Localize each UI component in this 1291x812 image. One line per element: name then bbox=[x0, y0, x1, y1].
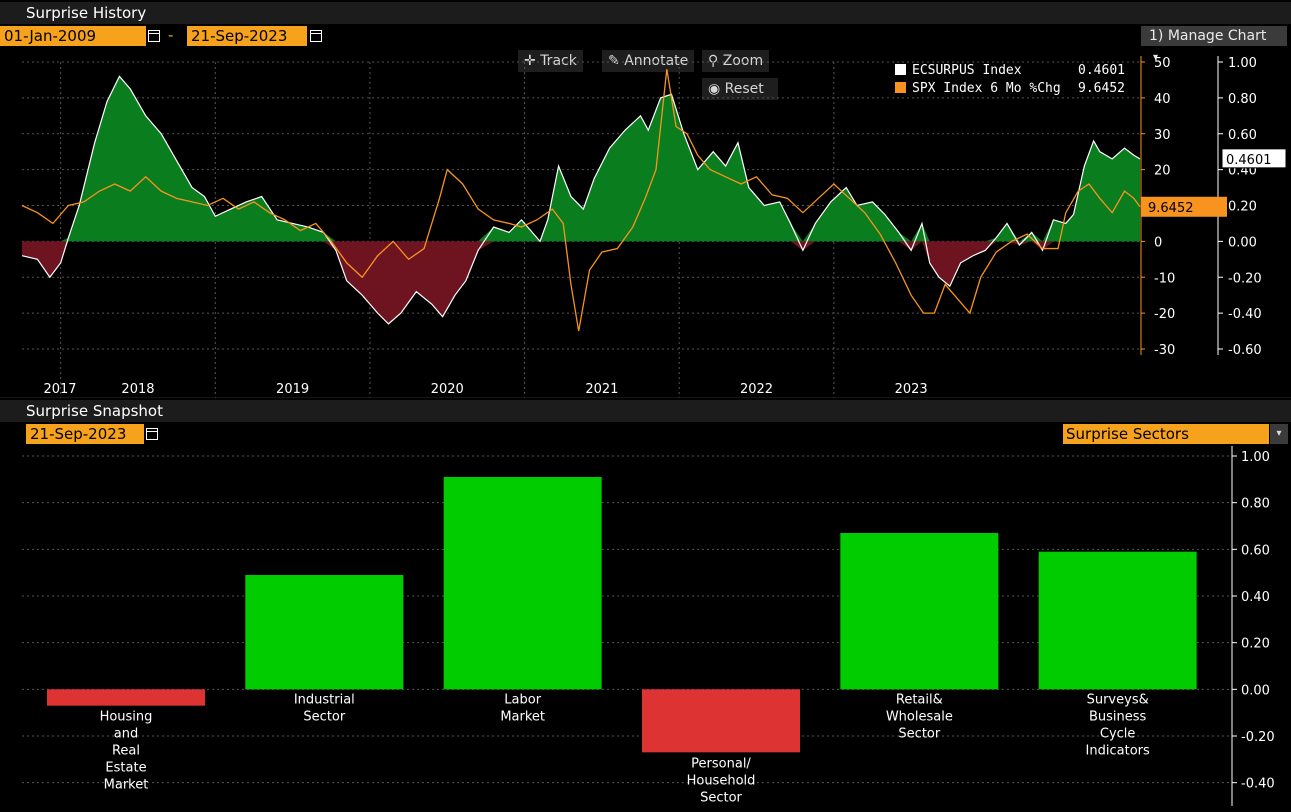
track-button[interactable]: ✛ Track bbox=[518, 50, 583, 72]
surprise-history-chart[interactable]: 50403020100-10-20-301.000.800.600.400.20… bbox=[0, 46, 1291, 398]
spx-last-value: 9.6452 bbox=[1148, 201, 1194, 216]
end-date-field[interactable]: 21-Sep-2023 bbox=[187, 26, 307, 46]
category-label: Retail& Wholesale Sector bbox=[886, 692, 953, 741]
y-axis-label: 0.40 bbox=[1241, 590, 1270, 605]
chart-legend: ECSURPUS Index 0.4601 SPX Index 6 Mo %Ch… bbox=[889, 60, 1135, 100]
right-axis-label: -0.60 bbox=[1228, 343, 1262, 358]
right-axis-label: -0.20 bbox=[1228, 271, 1262, 286]
manage-chart-label: 1) Manage Chart bbox=[1149, 28, 1267, 44]
legend-item-spx[interactable]: SPX Index 6 Mo %Chg 9.6452 bbox=[895, 81, 1131, 97]
magnifier-icon: ⚲ bbox=[708, 53, 719, 69]
legend-swatch-white bbox=[895, 64, 906, 75]
annotate-label: Annotate bbox=[624, 53, 689, 69]
category-label: Labor Market bbox=[500, 692, 545, 724]
y-axis-label: 0.60 bbox=[1241, 543, 1270, 558]
sector-selector[interactable]: Surprise Sectors bbox=[1063, 424, 1269, 444]
legend-value: 9.6452 bbox=[1078, 81, 1125, 96]
chevron-down-icon: ▾ bbox=[1153, 52, 1159, 63]
y-axis-label: 0.20 bbox=[1241, 637, 1270, 652]
left-axis-label: -10 bbox=[1154, 271, 1175, 286]
category-label: Surveys& Business Cycle Indicators bbox=[1086, 692, 1150, 758]
calendar-icon-end[interactable] bbox=[310, 30, 322, 42]
track-label: Track bbox=[540, 53, 577, 69]
crosshair-icon: ✛ bbox=[524, 53, 536, 69]
bar bbox=[642, 689, 800, 753]
ecsurpus-line bbox=[21, 75, 1141, 325]
x-axis-label: 2021 bbox=[585, 382, 618, 397]
right-axis-label: 0.60 bbox=[1228, 128, 1257, 143]
spx-last-value-box bbox=[1141, 196, 1227, 217]
ecsurpus-last-value-box bbox=[1221, 148, 1287, 169]
ecsurpus-negative-area bbox=[22, 241, 1140, 324]
legend-value: 0.4601 bbox=[1078, 63, 1125, 78]
right-axis-label: 0.20 bbox=[1228, 200, 1257, 215]
right-axis-label: 1.00 bbox=[1228, 56, 1257, 71]
y-axis-label: -0.20 bbox=[1241, 730, 1275, 745]
right-axis-label: -0.40 bbox=[1228, 307, 1262, 322]
panel-title-surprise-snapshot: Surprise Snapshot bbox=[0, 400, 1291, 422]
x-axis-label: 2023 bbox=[895, 382, 928, 397]
y-axis-label: -0.40 bbox=[1241, 777, 1275, 792]
x-axis-label: 2018 bbox=[121, 382, 154, 397]
y-axis-label: 1.00 bbox=[1241, 450, 1270, 465]
left-axis-label: 30 bbox=[1154, 128, 1171, 143]
left-axis-label: 40 bbox=[1154, 92, 1171, 107]
x-axis-label: 2022 bbox=[740, 382, 773, 397]
category-label: Personal/Household Sector bbox=[687, 756, 756, 805]
bar bbox=[443, 477, 602, 690]
bar bbox=[1038, 551, 1197, 690]
zoom-button[interactable]: ⚲ Zoom bbox=[702, 50, 770, 72]
panel-title-surprise-history: Surprise History bbox=[0, 2, 1291, 24]
x-axis-label: 2020 bbox=[431, 382, 464, 397]
bar bbox=[47, 689, 205, 706]
y-axis-label: 0.80 bbox=[1241, 497, 1270, 512]
zoom-label: Zoom bbox=[722, 53, 764, 69]
start-date-field[interactable]: 01-Jan-2009 bbox=[0, 26, 146, 46]
x-axis-label: 2017 bbox=[43, 382, 76, 397]
reset-button[interactable]: ◉ Reset bbox=[702, 78, 778, 100]
calendar-icon-start[interactable] bbox=[148, 30, 160, 42]
legend-name: SPX Index 6 Mo %Chg bbox=[912, 81, 1061, 96]
bar bbox=[840, 533, 999, 690]
reset-icon: ◉ bbox=[708, 81, 721, 97]
left-axis-label: -30 bbox=[1154, 343, 1175, 358]
date-range-separator: - bbox=[168, 26, 174, 44]
left-axis-label: 0 bbox=[1154, 235, 1162, 250]
right-axis-label: 0.80 bbox=[1228, 92, 1257, 107]
annotate-button[interactable]: ✎ Annotate bbox=[602, 50, 695, 72]
reset-label: Reset bbox=[724, 81, 764, 97]
pencil-icon: ✎ bbox=[608, 53, 620, 69]
legend-item-ecsurpus[interactable]: ECSURPUS Index 0.4601 bbox=[895, 63, 1131, 79]
ecsurpus-positive-area bbox=[22, 76, 1140, 242]
y-axis-label: 0.00 bbox=[1241, 683, 1270, 698]
chevron-down-icon[interactable]: ▾ bbox=[1270, 424, 1288, 444]
left-axis-label: -20 bbox=[1154, 307, 1175, 322]
left-axis-label: 20 bbox=[1154, 164, 1171, 179]
spx-line bbox=[21, 69, 1141, 332]
category-label: Industrial Sector bbox=[294, 692, 355, 724]
bar bbox=[245, 575, 404, 690]
calendar-icon-snapshot[interactable] bbox=[146, 428, 158, 440]
left-axis-label: 50 bbox=[1154, 56, 1171, 71]
right-axis-label: 0.00 bbox=[1228, 235, 1257, 250]
legend-swatch-orange bbox=[895, 82, 906, 93]
x-axis-label: 2019 bbox=[276, 382, 309, 397]
snapshot-date-field[interactable]: 21-Sep-2023 bbox=[26, 424, 144, 444]
ecsurpus-last-value: 0.4601 bbox=[1226, 153, 1272, 168]
category-label: Housing and Real Estate Market bbox=[100, 710, 153, 793]
legend-name: ECSURPUS Index bbox=[912, 63, 1022, 78]
manage-chart-button[interactable]: 1) Manage Chart ▾ bbox=[1141, 26, 1287, 63]
surprise-snapshot-chart[interactable]: 1.00 0.80 0.60 0.40 0.20 0.00 -0.20 -0.40 Housin… bbox=[0, 446, 1291, 812]
